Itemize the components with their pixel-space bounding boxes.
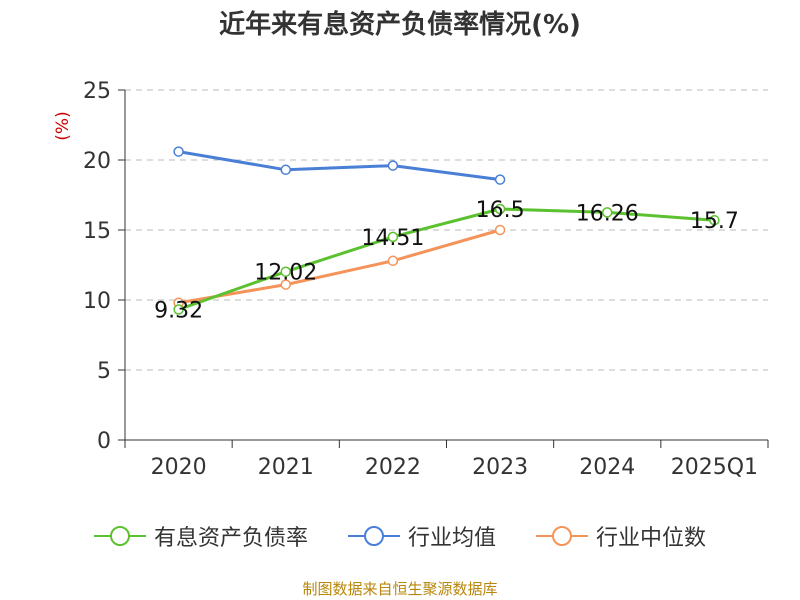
data-label-layer: 9.32 12.02 14.51 16.5 16.26 15.7 (154, 198, 739, 324)
source-note: 制图数据来自恒生聚源数据库 (302, 580, 498, 598)
legend-item-industry-median[interactable]: 行业中位数 (536, 520, 706, 552)
data-point (494, 174, 506, 185)
data-point (387, 160, 399, 171)
y-axis-label: (%) (53, 111, 73, 140)
data-point (387, 231, 399, 243)
x-tick-label: 2022 (365, 455, 421, 480)
data-point (602, 207, 613, 218)
data-label: 9.32 (154, 299, 203, 324)
legend-item-debt-ratio[interactable]: 有息资产负债率 (93, 520, 308, 552)
x-tick-label: 2021 (258, 455, 314, 480)
data-label: 16.26 (576, 201, 639, 226)
data-point (173, 304, 184, 315)
series-line (178, 150, 501, 182)
y-tick-label: 5 (97, 359, 111, 384)
grid-layer (125, 89, 768, 371)
data-point (494, 224, 506, 236)
legend-label: 行业中位数 (596, 526, 707, 551)
legend-line-circle-icon (93, 526, 146, 546)
x-tick-label: 2020 (151, 455, 207, 480)
legend-label: 有息资产负债率 (153, 526, 308, 551)
data-point (387, 255, 399, 267)
data-point (709, 214, 720, 226)
data-point (280, 266, 291, 277)
series-layer (173, 146, 720, 315)
data-point (280, 279, 291, 290)
series-line (178, 228, 501, 305)
data-label: 14.51 (361, 226, 424, 251)
x-tick-label: 2024 (579, 455, 635, 480)
axis-layer: 0 5 10 15 20 25 (%) 2020 2021 2022 2023 2024 2025Q1 (53, 79, 769, 480)
series-line (178, 207, 715, 311)
x-tick-label: 2025Q1 (671, 455, 758, 480)
x-tick-label: 2023 (472, 455, 528, 480)
chart-title: 近年来有息资产负债率情况(%) (219, 10, 581, 40)
y-tick-label: 20 (83, 149, 111, 174)
data-label: 15.7 (690, 209, 739, 234)
data-point (494, 203, 506, 215)
data-point (173, 146, 184, 157)
y-tick-label: 0 (97, 429, 111, 454)
legend-line-circle-icon (347, 526, 400, 546)
data-label: 12.02 (254, 261, 317, 286)
legend: 有息资产负债率 行业均值 行业中位数 (0, 520, 800, 552)
legend-line-circle-icon (536, 526, 588, 546)
data-point (280, 164, 291, 176)
legend-label: 行业均值 (407, 526, 496, 551)
y-tick-label: 15 (83, 219, 111, 244)
y-tick-label: 10 (83, 289, 111, 314)
data-label: 16.5 (476, 198, 525, 223)
y-tick-label: 25 (83, 79, 111, 104)
legend-item-industry-mean[interactable]: 行业均值 (347, 520, 496, 552)
